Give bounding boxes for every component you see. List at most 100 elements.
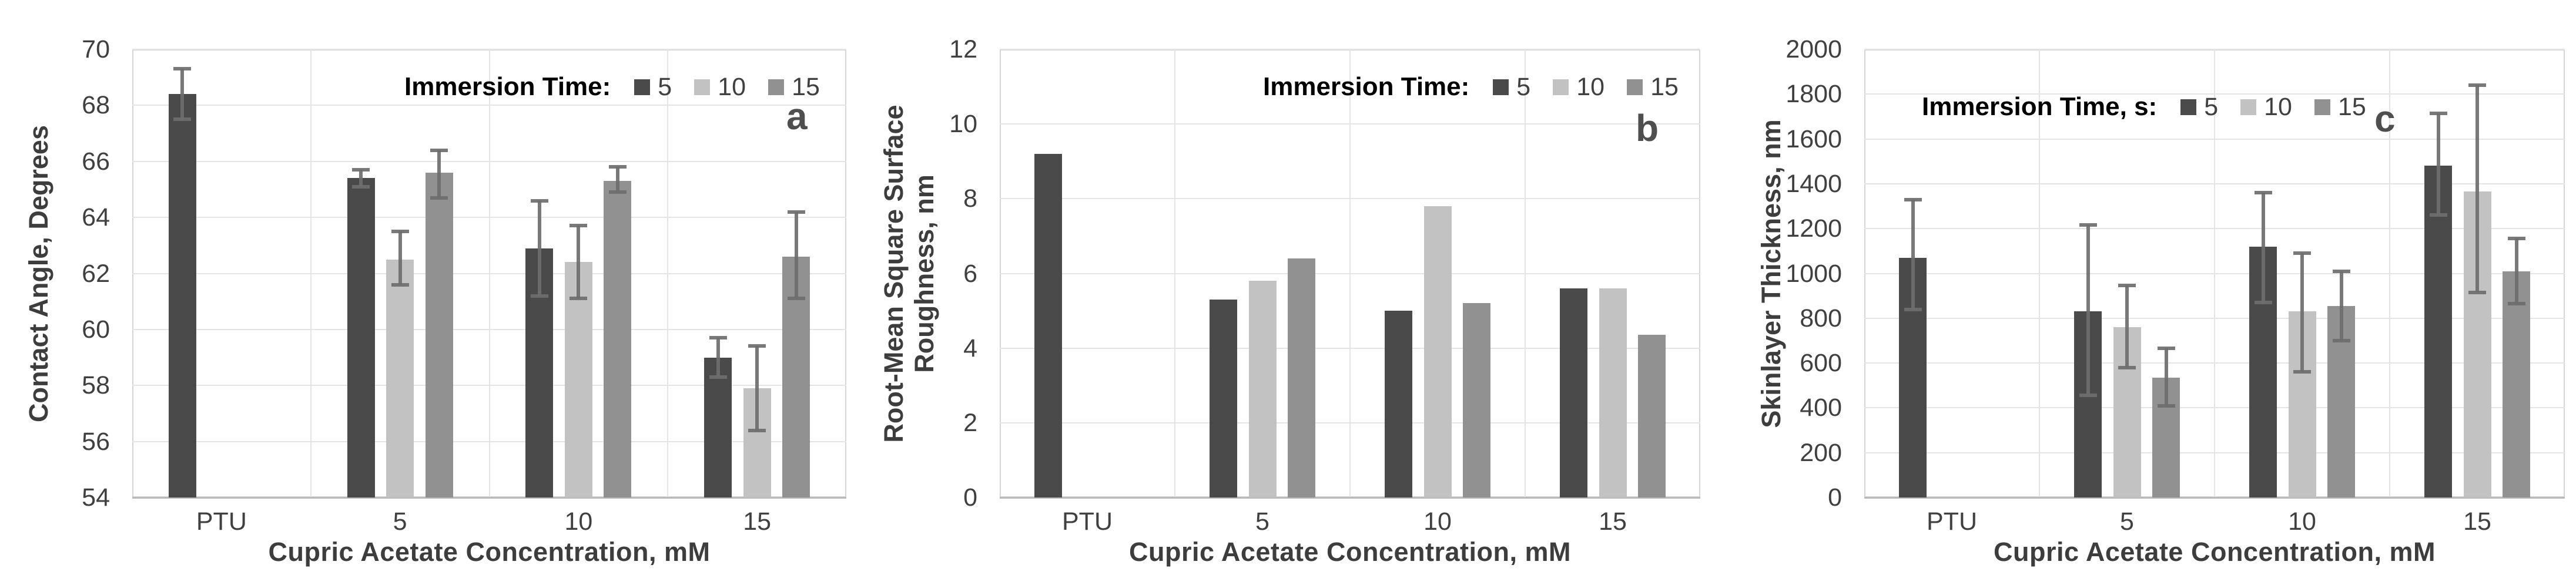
bar-5-series-5 — [347, 178, 375, 497]
y-axis-tick-label: 8 — [963, 184, 977, 213]
bar-5-series-10 — [1248, 281, 1277, 497]
x-axis-line — [132, 497, 846, 499]
bar-10-series-10 — [564, 262, 592, 497]
legend-item-10: 10 — [694, 73, 746, 102]
y-axis-title: Root-Mean Square Surface Roughness, nm — [879, 104, 939, 443]
error-bar-stem — [2514, 238, 2518, 304]
y-axis-tick-label: 400 — [1800, 394, 1842, 422]
legend-swatch-icon — [1627, 79, 1643, 95]
error-bar-cap-top — [2079, 223, 2097, 227]
y-axis-tick-label: 1400 — [1786, 169, 1842, 198]
bar-15-series-10 — [1599, 288, 1627, 497]
bar-PTU-series-5 — [168, 94, 196, 497]
chart-panel-a: 54 56 58 60 62 64 66 68 70 PTU 5 10 15 Cupric Acetate… — [0, 0, 859, 585]
error-bar-cap-bottom — [391, 283, 409, 287]
panel-letter: a — [786, 95, 808, 137]
x-axis-tick-label: 5 — [393, 507, 407, 536]
legend-label: 5 — [1516, 72, 1531, 101]
error-bar-cap-bottom — [2079, 394, 2097, 398]
error-bar-cap-top — [530, 199, 548, 203]
legend-item-10: 10 — [1553, 73, 1604, 102]
bar-15-series-5 — [1560, 288, 1587, 497]
error-bar-stem — [398, 231, 402, 285]
legend-title: Immersion Time: — [1263, 72, 1470, 101]
legend-swatch-icon — [1553, 79, 1569, 95]
error-bar-cap-top — [2468, 83, 2486, 88]
error-bar-cap-bottom — [748, 428, 766, 432]
error-bar-stem — [716, 338, 720, 377]
legend-item-5: 5 — [634, 73, 672, 102]
error-bar-stem — [1911, 199, 1915, 310]
legend-swatch-icon — [2314, 99, 2330, 115]
y-axis-tick-label: 1800 — [1786, 80, 1842, 109]
x-axis-title: Cupric Acetate Concentration, mM — [268, 537, 711, 567]
legend-swatch-icon — [768, 79, 785, 95]
y-axis-tick-label: 2000 — [1786, 35, 1842, 63]
gridline-vertical — [2214, 49, 2215, 497]
bar-15-series-5 — [704, 357, 732, 497]
legend-item-10: 10 — [2240, 93, 2292, 122]
error-bar-cap-top — [391, 229, 409, 233]
x-axis-tick-label: PTU — [1062, 507, 1113, 536]
error-bar-cap-top — [570, 224, 588, 228]
error-bar-cap-bottom — [352, 184, 370, 189]
error-bar-cap-top — [2507, 237, 2525, 241]
y-axis-tick-label: 800 — [1800, 304, 1842, 332]
y-axis-tick-label: 68 — [82, 91, 110, 120]
error-bar-stem — [2436, 113, 2440, 216]
y-axis-title: Skinlayer Thickness, nm — [1756, 119, 1786, 428]
y-axis-tick-label: 1200 — [1786, 214, 1842, 243]
error-bar-stem — [437, 150, 441, 198]
legend-label: 15 — [792, 72, 820, 101]
legend-label: 10 — [718, 72, 746, 101]
error-bar-stem — [359, 170, 363, 187]
x-axis-tick-label: 15 — [2463, 507, 2491, 536]
chart-panel-b: 0 2 4 6 8 10 12 PTU 5 10 15 Cupric Acetate Concentr… — [859, 0, 1717, 585]
bar-5-series-15 — [1288, 258, 1315, 497]
error-bar-cap-top — [1904, 197, 1922, 201]
legend-item-5: 5 — [2180, 93, 2218, 122]
error-bar-stem — [2339, 271, 2343, 341]
legend-title: Immersion Time: — [404, 72, 611, 101]
error-bar-cap-bottom — [2118, 365, 2136, 369]
legend: Immersion Time: 5 10 15 — [1263, 72, 1701, 102]
error-bar-cap-bottom — [2507, 302, 2525, 305]
y-axis-tick-label: 12 — [949, 35, 977, 63]
error-bar-cap-top — [2429, 111, 2447, 115]
x-axis-tick-label: 10 — [2288, 507, 2316, 536]
error-bar-cap-top — [352, 168, 370, 172]
legend-label: 10 — [1576, 72, 1605, 101]
error-bar-cap-bottom — [787, 297, 805, 301]
x-axis-tick-label: 10 — [564, 507, 593, 536]
error-bar-cap-top — [787, 210, 805, 214]
error-bar-cap-top — [709, 336, 727, 340]
legend-item-15: 15 — [1627, 73, 1679, 102]
error-bar-stem — [794, 211, 798, 299]
legend-swatch-icon — [694, 79, 711, 95]
error-bar-cap-bottom — [570, 297, 588, 301]
y-axis-tick-label: 1600 — [1786, 125, 1842, 153]
bar-10-series-15 — [604, 181, 632, 497]
error-bar-cap-bottom — [608, 190, 627, 194]
error-bar-stem — [577, 226, 581, 299]
legend-swatch-icon — [1493, 79, 1509, 95]
error-bar-cap-bottom — [2254, 301, 2272, 305]
y-axis-tick-label: 200 — [1800, 438, 1842, 467]
bar-10-series-5 — [1385, 311, 1412, 497]
x-axis-tick-label: 15 — [1599, 507, 1627, 536]
x-axis-tick-label: 5 — [2120, 507, 2134, 536]
error-bar-cap-top — [2157, 347, 2175, 351]
error-bar-stem — [180, 69, 185, 120]
error-bar-cap-top — [2293, 251, 2311, 255]
gridline-vertical — [1349, 49, 1351, 497]
y-axis-tick-label: 10 — [949, 110, 977, 139]
error-bar-cap-top — [173, 67, 192, 71]
error-bar-cap-bottom — [2468, 290, 2486, 294]
error-bar-cap-bottom — [2157, 404, 2175, 408]
bar-5-series-5 — [1210, 300, 1237, 497]
error-bar-stem — [2300, 253, 2304, 372]
y-axis-tick-label: 1000 — [1786, 259, 1842, 288]
error-bar-cap-bottom — [2293, 370, 2311, 374]
gridline-vertical — [667, 49, 669, 497]
